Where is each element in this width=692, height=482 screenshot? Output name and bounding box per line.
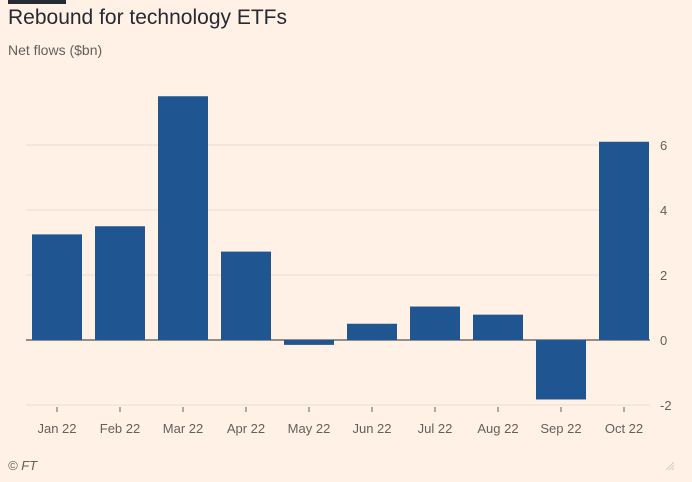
x-tick-label: Feb 22 <box>100 421 140 436</box>
y-tick-label: 4 <box>660 203 667 218</box>
bar-oct-22 <box>599 141 649 340</box>
resize-grip-icon <box>665 461 674 470</box>
bar-jul-22 <box>410 306 460 340</box>
bar-sep-22 <box>536 340 586 400</box>
x-tick-label: Mar 22 <box>163 421 203 436</box>
x-tick-label: Aug 22 <box>477 421 518 436</box>
y-tick-label: 2 <box>660 268 667 283</box>
chart-title: Rebound for technology ETFs <box>8 6 287 29</box>
bar-jan-22 <box>32 234 82 340</box>
x-tick-label: May 22 <box>288 421 331 436</box>
bar-aug-22 <box>473 314 523 340</box>
bar-jun-22 <box>347 323 397 340</box>
chart-subtitle: Net flows ($bn) <box>8 42 103 58</box>
bar-may-22 <box>284 340 334 345</box>
bar-apr-22 <box>221 251 271 340</box>
x-tick-label: Oct 22 <box>605 421 643 436</box>
bar-mar-22 <box>158 96 208 340</box>
x-tick-label: Sep 22 <box>540 421 581 436</box>
y-tick-label: 0 <box>660 333 667 348</box>
bar-feb-22 <box>95 226 145 340</box>
x-tick-label: Apr 22 <box>227 421 265 436</box>
y-tick-label: 6 <box>660 138 667 153</box>
x-tick-label: Jul 22 <box>418 421 453 436</box>
header-rule <box>8 0 66 4</box>
y-tick-label: -2 <box>660 398 672 413</box>
x-tick-label: Jun 22 <box>352 421 391 436</box>
source-credit: © FT <box>8 458 38 473</box>
x-tick-label: Jan 22 <box>37 421 76 436</box>
